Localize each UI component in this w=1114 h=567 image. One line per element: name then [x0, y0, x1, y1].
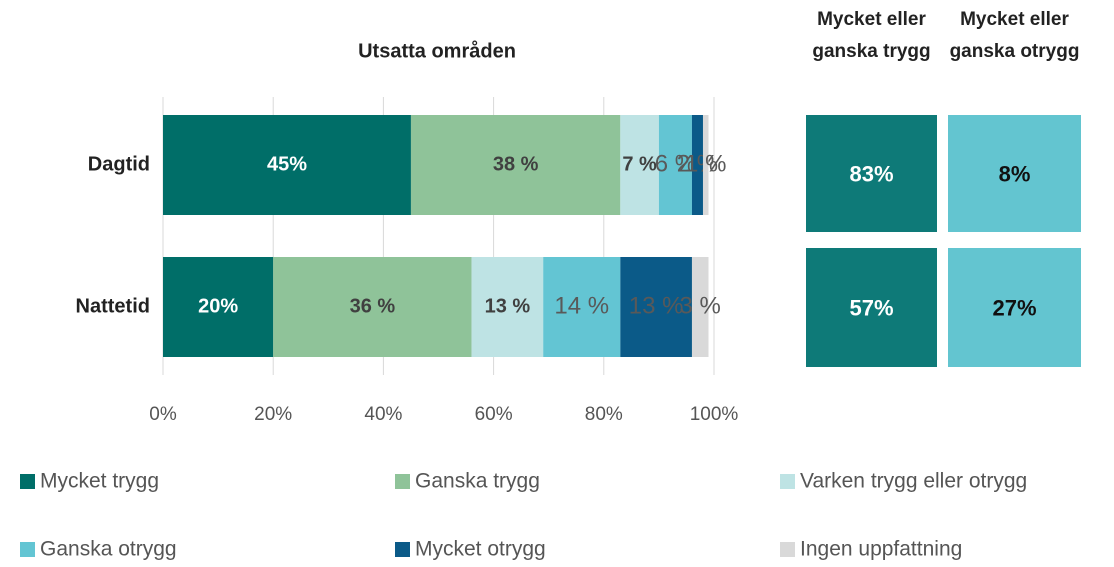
data-label: 1 % — [685, 150, 726, 177]
data-label: 13 % — [485, 295, 531, 317]
legend-label: Ganska trygg — [415, 470, 540, 493]
data-label: 7 % — [622, 153, 657, 175]
x-tick-label: 40% — [364, 404, 402, 425]
legend-label: Ingen uppfattning — [800, 538, 962, 561]
x-tick-label: 60% — [475, 404, 513, 425]
x-tick-label: 0% — [149, 404, 177, 425]
legend-swatch — [395, 474, 410, 489]
category-label: Dagtid — [88, 153, 150, 175]
data-label: 20% — [198, 295, 238, 317]
summary-box — [806, 248, 937, 367]
bar-segment — [543, 257, 621, 357]
x-tick-label: 80% — [585, 404, 623, 425]
data-label: 13 % — [629, 292, 684, 319]
legend-swatch — [20, 474, 35, 489]
category-label: Nattetid — [76, 295, 150, 317]
summary-header: Mycket eller — [817, 9, 926, 30]
bar-segment — [691, 257, 709, 357]
legend-swatch — [395, 542, 410, 557]
bar-segment — [163, 115, 411, 215]
summary-header: ganska otrygg — [950, 41, 1080, 62]
summary-value: 8% — [999, 161, 1031, 186]
bar-segment — [163, 257, 274, 357]
legend-swatch — [780, 542, 795, 557]
bar-segment — [658, 115, 692, 215]
data-label: 6 % — [655, 150, 696, 177]
data-label: 36 % — [350, 295, 396, 317]
legend-label: Mycket trygg — [40, 470, 159, 493]
data-label: 2 % — [677, 150, 718, 177]
x-tick-label: 100% — [690, 404, 739, 425]
bar-segment — [620, 257, 692, 357]
data-label: 45% — [267, 153, 307, 175]
legend-label: Mycket otrygg — [415, 538, 546, 561]
summary-header: Mycket eller — [960, 9, 1069, 30]
chart-title: Utsatta områden — [358, 39, 516, 62]
summary-box — [806, 115, 937, 232]
bar-segment — [620, 115, 659, 215]
legend-label: Ganska otrygg — [40, 538, 177, 561]
data-label: 3 % — [680, 292, 721, 319]
bar-segment — [702, 115, 709, 215]
summary-header: ganska trygg — [812, 41, 930, 62]
bar-segment — [691, 115, 703, 215]
legend-swatch — [20, 542, 35, 557]
summary-value: 83% — [849, 161, 893, 186]
summary-value: 57% — [849, 295, 893, 320]
bar-segment — [273, 257, 472, 357]
bar-segment — [410, 115, 621, 215]
summary-value: 27% — [992, 295, 1036, 320]
x-tick-label: 20% — [254, 404, 292, 425]
bar-segment — [471, 257, 544, 357]
data-label: 38 % — [493, 153, 539, 175]
legend-label: Varken trygg eller otrygg — [800, 470, 1027, 493]
legend-swatch — [780, 474, 795, 489]
data-label: 14 % — [554, 292, 609, 319]
summary-box — [948, 248, 1081, 367]
summary-box — [948, 115, 1081, 232]
